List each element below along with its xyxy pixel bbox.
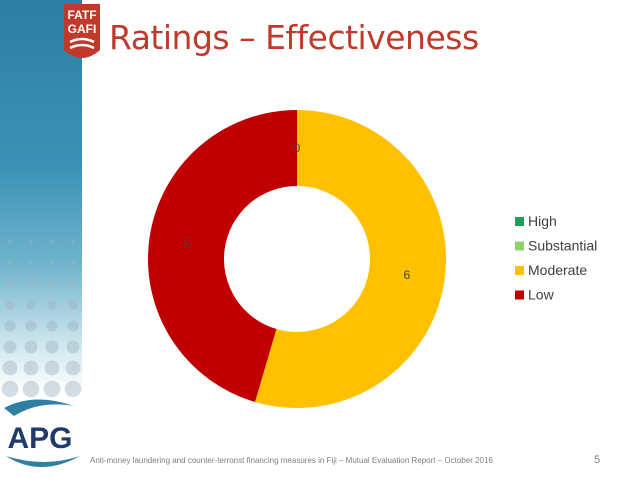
decorative-dot	[7, 260, 13, 266]
gafi-logo-text: GAFI	[68, 22, 97, 36]
decorative-side-band	[0, 0, 82, 479]
decorative-dot	[65, 360, 81, 376]
slide-title: Ratings – Effectiveness	[109, 18, 479, 57]
legend-swatch-moderate	[515, 266, 524, 275]
legend-label-low: Low	[528, 287, 555, 303]
decorative-dot	[70, 260, 76, 266]
decorative-dot	[48, 280, 56, 288]
fatf-logo-text: FATF	[67, 8, 96, 22]
decorative-dot	[25, 320, 37, 332]
decorative-dot	[68, 300, 78, 310]
legend-swatch-high	[515, 217, 524, 226]
decorative-dot	[5, 300, 15, 310]
slide-footer: Anti-money laundering and counter-terror…	[90, 456, 493, 465]
decorative-dot	[44, 360, 60, 376]
decorative-dot	[22, 380, 40, 398]
decorative-dot	[28, 260, 34, 266]
decorative-dot	[26, 300, 36, 310]
fatf-gafi-logo: FATF GAFI	[64, 4, 100, 58]
decorative-dot	[27, 280, 35, 288]
decorative-dot	[3, 340, 17, 354]
chart-legend: High Substantial Moderate Low	[515, 213, 597, 303]
legend-label-substantial: Substantial	[528, 238, 597, 254]
decorative-dot	[24, 340, 38, 354]
decorative-dot	[6, 280, 14, 288]
data-label-moderate: 6	[404, 268, 411, 282]
apg-logo: APG	[4, 399, 80, 467]
decorative-dot	[8, 240, 12, 244]
decorative-dot	[69, 280, 77, 288]
legend-swatch-low	[515, 290, 524, 300]
data-label-low: 5	[184, 236, 191, 250]
decorative-dot	[45, 340, 59, 354]
decorative-dot	[1, 380, 19, 398]
legend-swatch-substantial	[515, 241, 524, 251]
decorative-dot	[4, 320, 16, 332]
decorative-dot	[29, 240, 33, 244]
decorative-dot	[23, 360, 39, 376]
decorative-dot	[2, 360, 18, 376]
decorative-dot	[67, 320, 79, 332]
decorative-dot	[64, 380, 82, 398]
decorative-dot	[49, 260, 55, 266]
decorative-dot	[47, 300, 57, 310]
decorative-dot	[50, 240, 54, 244]
decorative-dot-pattern	[1, 240, 82, 398]
decorative-dot	[46, 320, 58, 332]
decorative-dot	[66, 340, 80, 354]
donut-slices	[148, 110, 447, 408]
data-label-high: 0	[294, 141, 301, 155]
donut-data-labels: 0 6 5	[184, 141, 411, 282]
donut-slice-low	[148, 110, 297, 402]
legend-label-high: High	[528, 213, 557, 229]
decorative-dot	[43, 380, 61, 398]
apg-logo-text: APG	[7, 422, 72, 455]
decorative-dot	[71, 240, 75, 244]
donut-slice-moderate	[255, 110, 447, 408]
page-number: 5	[594, 454, 601, 466]
legend-label-moderate: Moderate	[528, 262, 587, 278]
